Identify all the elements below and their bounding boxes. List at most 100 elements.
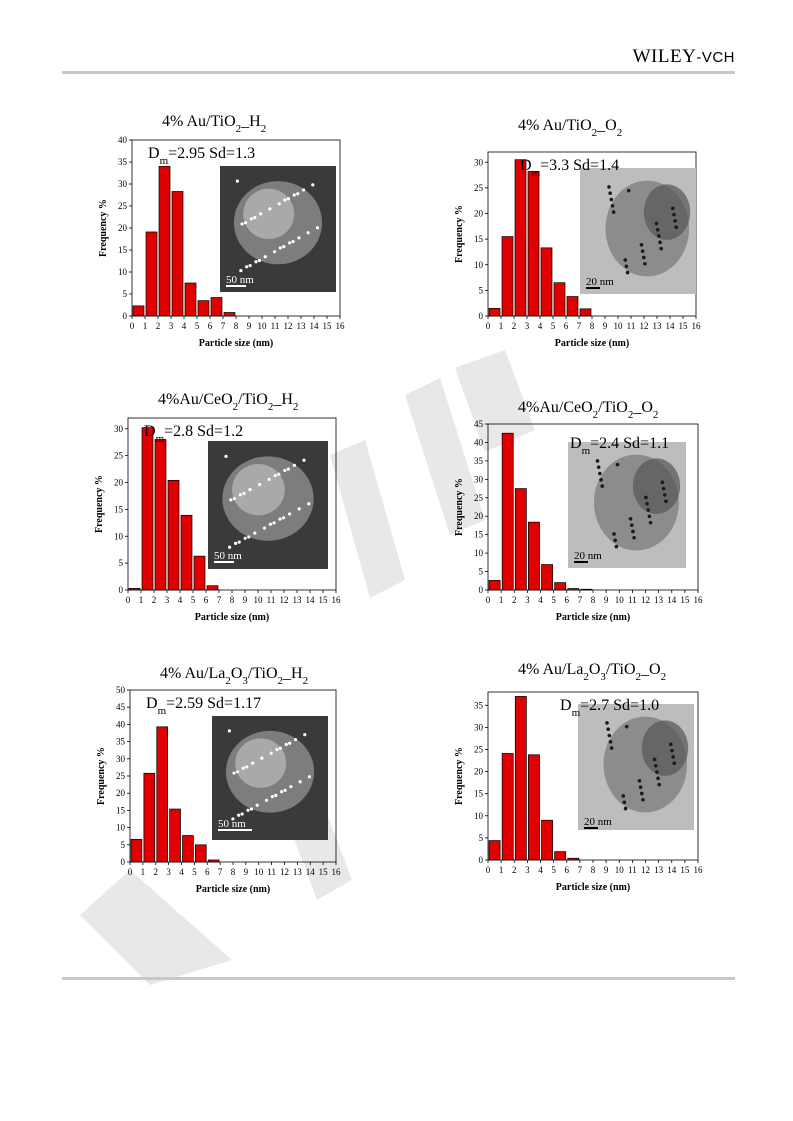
x-tick-label: 16 <box>332 595 342 605</box>
chart-title-part: 2 <box>592 127 598 139</box>
chart-title-part: 4% Au/TiO <box>518 117 592 134</box>
sem-bright-particle <box>237 813 241 817</box>
sem-bright-particle <box>248 263 252 268</box>
histogram-bar <box>145 231 158 317</box>
y-tick-label: 15 <box>114 504 124 514</box>
publisher-name: WILEY <box>632 46 697 67</box>
x-tick-label: 0 <box>130 321 135 331</box>
tem-dark-particle <box>653 763 658 768</box>
sem-bright-particle <box>278 517 282 521</box>
sem-bright-particle <box>296 192 300 196</box>
micrograph-inset: 50 nm <box>208 441 328 569</box>
x-axis-label: Particle size (nm) <box>195 612 269 623</box>
histogram-panel-6: 4% Au/La2O3/TiO2_O2 0 5 10 15 20 25 30 35 0 1 2 3 4 5 6… <box>448 656 728 904</box>
sem-bright-particle <box>278 746 283 750</box>
histogram-bar <box>167 479 180 591</box>
tem-dark-particle <box>659 246 663 251</box>
sem-bright-particle <box>259 212 263 216</box>
size-statistics-part: m <box>582 445 591 457</box>
tem-dark-particle <box>661 486 666 491</box>
histogram-bar <box>141 427 154 591</box>
x-tick-label: 10 <box>614 321 624 331</box>
y-tick-label: 40 <box>116 719 126 729</box>
x-tick-label: 16 <box>332 867 342 877</box>
histogram-bar <box>180 514 193 591</box>
histogram-chart-5: 4% Au/La2O3/TiO2_H2051015202530354045500… <box>96 665 342 895</box>
x-tick-label: 3 <box>169 321 174 331</box>
x-tick-label: 12 <box>280 595 289 605</box>
x-tick-label: 6 <box>208 321 213 331</box>
sem-bright-particle <box>286 467 290 471</box>
x-tick-label: 5 <box>551 321 556 331</box>
tem-dark-particle <box>662 493 667 497</box>
tem-dark-particle <box>674 225 679 230</box>
x-tick-label: 10 <box>615 865 625 875</box>
tem-dark-particle <box>652 757 657 762</box>
tem-dark-particle <box>612 532 616 536</box>
x-tick-label: 1 <box>143 321 148 331</box>
chart-title-part: _H <box>282 665 303 682</box>
tem-dark-particle <box>611 210 616 214</box>
sem-bright-particle <box>311 183 315 187</box>
chart-title-part: 2 <box>636 671 642 683</box>
chart-title-part: /TiO <box>248 665 278 682</box>
y-tick-label: 10 <box>474 548 484 558</box>
sem-bright-particle <box>241 766 245 770</box>
x-tick-label: 9 <box>243 595 248 605</box>
tem-dark-particle <box>615 462 620 467</box>
sem-bright-particle <box>286 197 291 201</box>
tem-dark-particle <box>655 770 659 774</box>
x-tick-label: 14 <box>306 867 316 877</box>
histogram-panel-1: 4% Au/TiO2_H2 0 5 10 15 20 25 30 35 40 0 1 2 3 4 5 6 7 8 9 1… <box>92 108 372 360</box>
histogram-bar <box>567 588 580 591</box>
x-tick-label: 8 <box>591 595 596 605</box>
x-tick-label: 4 <box>538 321 543 331</box>
tem-dark-particle <box>608 191 612 195</box>
y-axis-label: Frequency % <box>98 199 109 257</box>
histogram-bar <box>501 753 514 861</box>
histogram-bar <box>132 305 145 317</box>
tem-dark-particle <box>642 255 646 260</box>
x-tick-label: 1 <box>499 595 504 605</box>
histogram-panel-2: 4% Au/TiO2_O2 0 5 10 15 20 25 30 0 1 2 3 4 5 6 7 8 9 10 11 1… <box>448 112 728 364</box>
chart-title: 4% Au/La2O3/TiO2_O2 <box>518 661 666 683</box>
x-tick-label: 3 <box>165 595 170 605</box>
histogram-bar <box>566 296 579 317</box>
y-axis-label: Frequency % <box>454 205 465 263</box>
x-tick-label: 6 <box>565 595 570 605</box>
y-tick-label: 40 <box>474 437 484 447</box>
x-tick-label: 7 <box>577 321 582 331</box>
scale-bar-label: 50 nm <box>218 818 246 830</box>
x-tick-label: 15 <box>323 321 333 331</box>
y-tick-label: 10 <box>116 823 126 833</box>
x-tick-label: 0 <box>486 321 491 331</box>
tem-dark-particle <box>660 480 665 485</box>
x-axis-label: Particle size (nm) <box>196 884 270 895</box>
x-tick-label: 4 <box>179 867 184 877</box>
chart-title-part: 4%Au/CeO <box>518 399 593 416</box>
y-tick-label: 15 <box>474 234 484 244</box>
sem-bright-particle <box>306 231 310 235</box>
x-tick-label: 5 <box>191 595 196 605</box>
sem-bright-particle <box>253 531 257 535</box>
tem-dark-particle <box>614 544 619 549</box>
tem-dark-particle <box>664 499 668 504</box>
sem-bright-particle <box>246 808 250 812</box>
sem-particle-cluster <box>232 464 285 516</box>
sem-bright-particle <box>301 188 306 192</box>
histogram-bar <box>514 696 527 861</box>
histogram-panel-4: 4%Au/CeO2/TiO2_O2 0 5 10 15 20 25 30 35 40 45 0 1 2 3 4… <box>448 394 728 638</box>
chart-title: 4% Au/La2O3/TiO2_H2 <box>160 665 308 687</box>
histogram-bar <box>197 300 210 317</box>
tem-dark-particle <box>656 776 660 781</box>
histogram-bar <box>154 439 167 591</box>
x-tick-label: 8 <box>230 595 235 605</box>
y-tick-label: 15 <box>116 805 126 815</box>
sem-bright-particle <box>268 522 272 526</box>
tem-dark-particle <box>626 188 631 193</box>
size-statistics-part: D <box>146 695 158 712</box>
chart-title-part: 4% Au/La <box>160 665 225 682</box>
